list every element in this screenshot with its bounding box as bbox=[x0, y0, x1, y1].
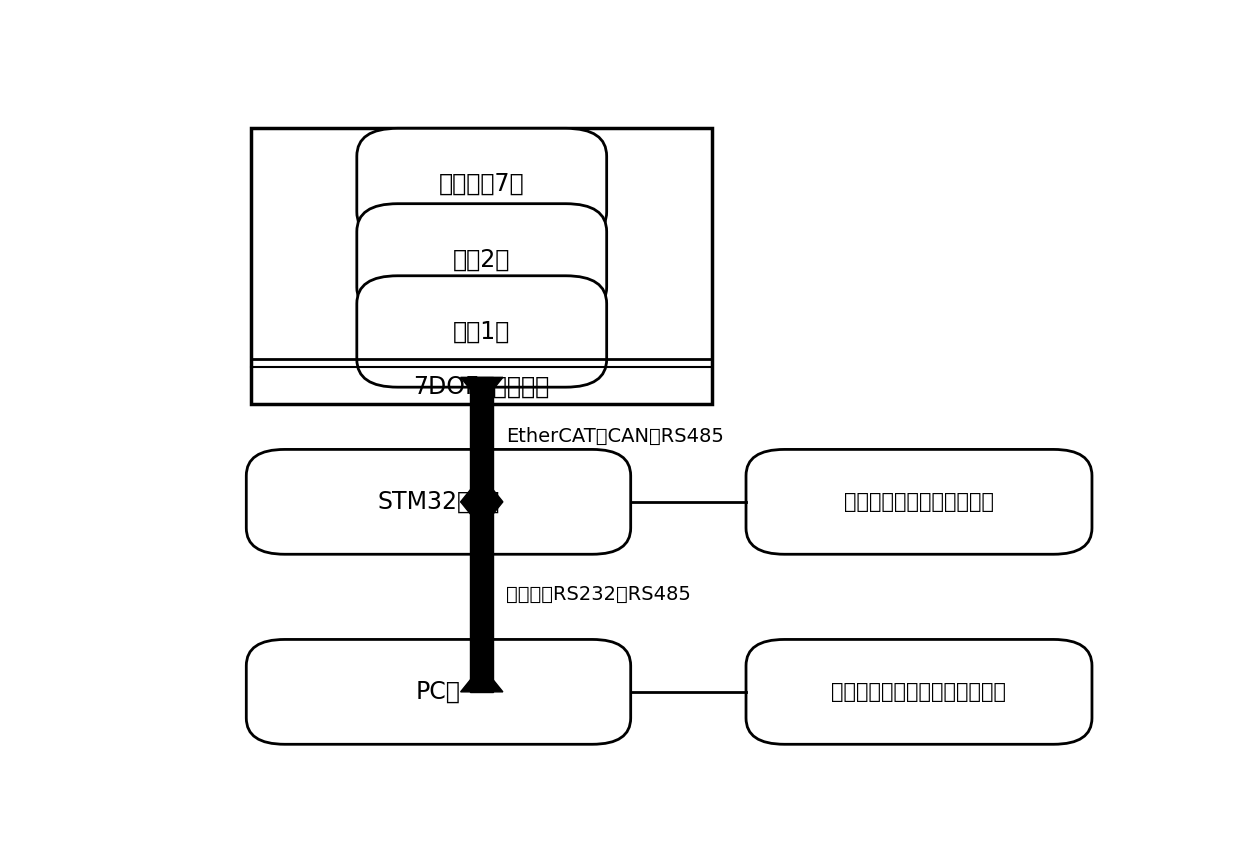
FancyBboxPatch shape bbox=[247, 639, 631, 745]
FancyBboxPatch shape bbox=[250, 129, 712, 403]
FancyBboxPatch shape bbox=[357, 129, 606, 240]
Polygon shape bbox=[470, 502, 494, 692]
Polygon shape bbox=[460, 665, 503, 692]
Text: 以太网、RS232或RS485: 以太网、RS232或RS485 bbox=[506, 585, 691, 604]
Text: 7DOF机械臂本体: 7DOF机械臂本体 bbox=[414, 375, 549, 399]
Polygon shape bbox=[460, 476, 503, 502]
FancyBboxPatch shape bbox=[357, 203, 606, 315]
Text: PC机: PC机 bbox=[417, 680, 461, 704]
FancyBboxPatch shape bbox=[357, 276, 606, 387]
Text: STM32控制板: STM32控制板 bbox=[377, 490, 500, 514]
Polygon shape bbox=[470, 377, 494, 502]
Text: 关节电机7个: 关节电机7个 bbox=[439, 172, 525, 196]
FancyBboxPatch shape bbox=[746, 639, 1092, 745]
FancyBboxPatch shape bbox=[746, 449, 1092, 554]
Text: 保证机械臂的实时运动控制: 保证机械臂的实时运动控制 bbox=[844, 492, 994, 511]
FancyBboxPatch shape bbox=[247, 449, 631, 554]
Polygon shape bbox=[460, 502, 503, 528]
Polygon shape bbox=[460, 377, 503, 403]
Text: 保证机械臂路径规划的实时计算: 保证机械臂路径规划的实时计算 bbox=[832, 682, 1007, 702]
Text: 连杆2个: 连杆2个 bbox=[453, 248, 511, 271]
Text: 夹爪1只: 夹爪1只 bbox=[453, 319, 511, 344]
Text: EtherCAT、CAN或RS485: EtherCAT、CAN或RS485 bbox=[506, 427, 724, 446]
